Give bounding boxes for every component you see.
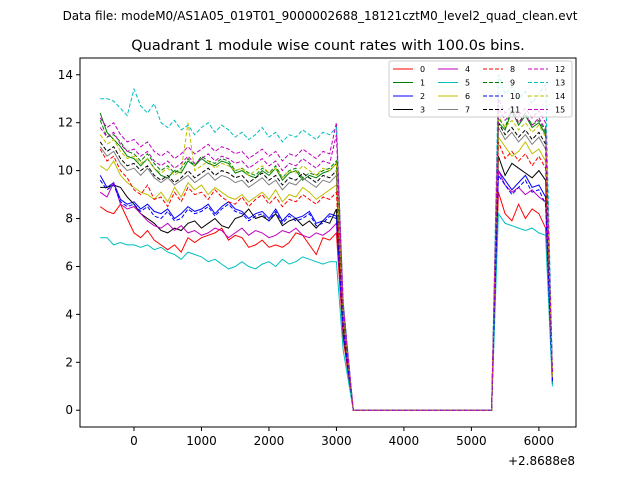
y-tick-label: 6 (65, 259, 73, 273)
legend-label-3: 3 (420, 106, 425, 115)
axes-frame (79, 57, 577, 428)
legend-label-10: 10 (510, 92, 520, 101)
y-tick-label: 4 (65, 307, 73, 321)
series-line-8 (99, 141, 553, 411)
x-tick-label: 6000 (524, 434, 555, 448)
legend-label-8: 8 (510, 65, 515, 74)
series-line-15 (99, 106, 553, 411)
y-tick-label: 14 (58, 68, 73, 82)
series-line-3 (100, 156, 553, 411)
series-layer (99, 74, 553, 411)
legend-label-7: 7 (465, 106, 470, 115)
x-tick-label: 3000 (321, 434, 352, 448)
y-axis: 0 2 4 6 8 10 12 14 (58, 68, 80, 417)
series-line-0 (99, 192, 553, 411)
x-tick-label: 0 (130, 434, 138, 448)
legend-label-0: 0 (420, 65, 425, 74)
series-line-13 (100, 74, 553, 411)
y-tick-label: 0 (65, 403, 73, 417)
legend-box (388, 60, 573, 118)
x-offset-label: +2.8688e8 (508, 454, 575, 468)
legend-label-5: 5 (465, 79, 470, 88)
legend-label-11: 11 (510, 106, 520, 115)
legend-label-2: 2 (420, 92, 425, 101)
legend-label-4: 4 (465, 65, 470, 74)
x-tick-label: 1000 (186, 434, 217, 448)
legend-label-1: 1 (420, 79, 425, 88)
legend-label-14: 14 (555, 92, 565, 101)
legend-label-12: 12 (555, 65, 565, 74)
x-tick-label: 2000 (254, 434, 285, 448)
y-tick-label: 10 (58, 164, 73, 178)
legend-label-15: 15 (555, 106, 565, 115)
series-line-1 (99, 109, 553, 411)
legend-label-13: 13 (555, 79, 565, 88)
x-tick-label: 5000 (456, 434, 487, 448)
x-axis: 0 1000 2000 3000 4000 5000 6000 (130, 427, 554, 448)
figure-suptitle: Data file: modeM0/AS1A05_019T01_90000026… (63, 9, 578, 23)
legend-label-6: 6 (465, 92, 470, 101)
series-line-12 (99, 98, 553, 411)
y-tick-label: 2 (65, 355, 73, 369)
series-line-4 (99, 170, 553, 411)
legend-label-9: 9 (510, 79, 515, 88)
y-tick-label: 8 (65, 212, 73, 226)
chart-title: Quadrant 1 module wise count rates with … (131, 38, 525, 54)
series-line-10 (99, 173, 553, 411)
y-tick-label: 12 (58, 116, 73, 130)
series-line-9 (99, 106, 553, 411)
series-line-5 (100, 212, 553, 411)
x-tick-label: 4000 (389, 434, 420, 448)
